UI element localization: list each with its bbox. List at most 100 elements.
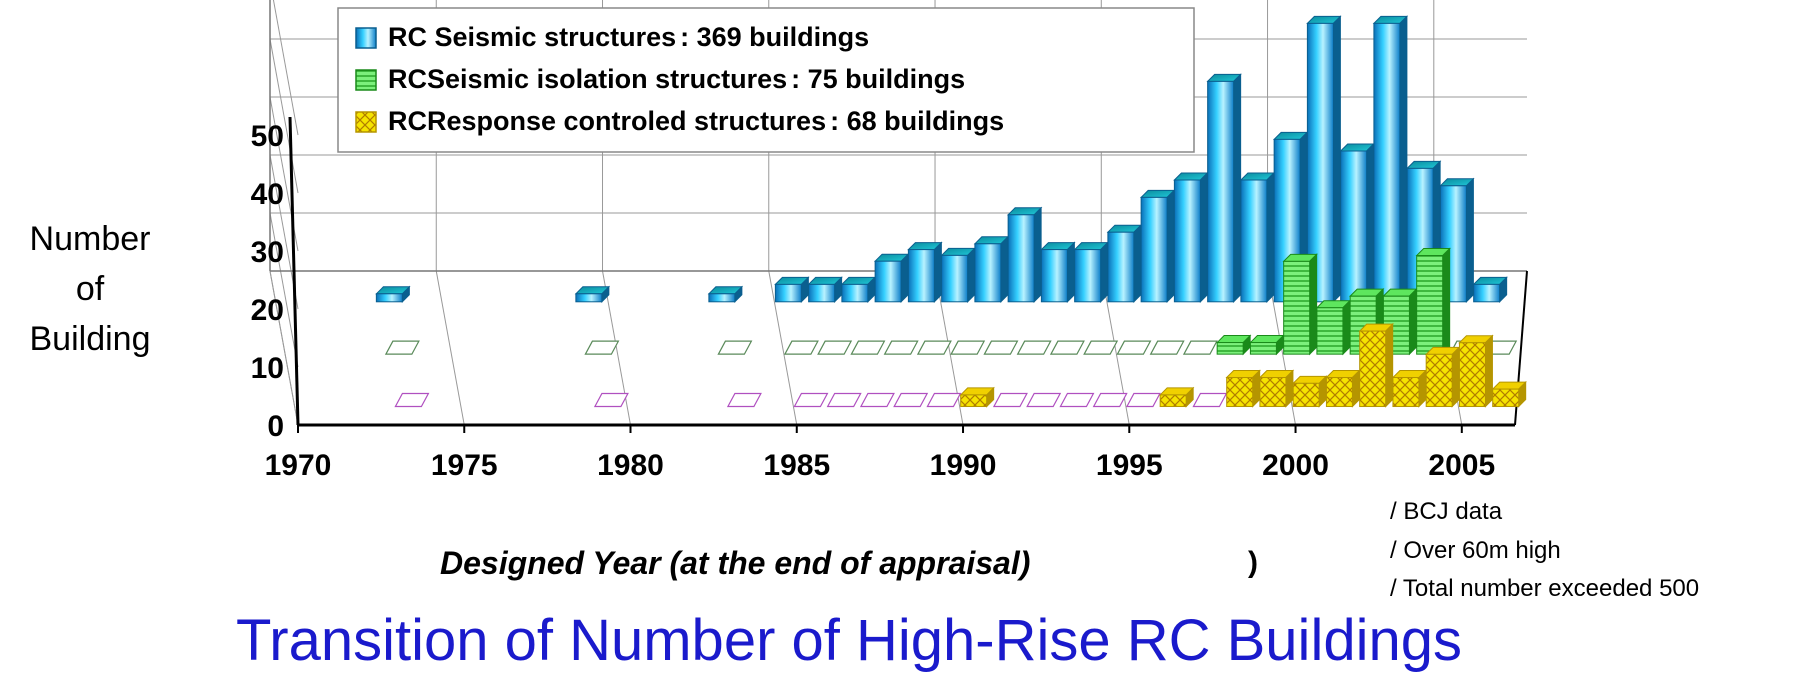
seismic-isolation-bar-empty-marker bbox=[1182, 340, 1218, 355]
seismic-bar bbox=[1439, 177, 1475, 304]
seismic-isolation-bar-empty-marker bbox=[717, 340, 753, 355]
seismic-bar bbox=[1006, 206, 1043, 304]
seismic-isolation-bar-empty-marker bbox=[883, 340, 919, 355]
seismic-bar bbox=[1372, 15, 1409, 304]
seismic-bar-front bbox=[1240, 179, 1268, 303]
seismic-bar bbox=[375, 285, 411, 304]
floor-gridline bbox=[435, 270, 465, 426]
seismic-bar bbox=[1239, 171, 1276, 304]
x-tick-label: 2005 bbox=[1428, 449, 1495, 482]
seismic-bar bbox=[1040, 241, 1076, 304]
seismic-bar-front bbox=[1373, 22, 1401, 303]
response-controlled-bar bbox=[1424, 346, 1461, 408]
response-controlled-bar-empty-marker bbox=[1059, 392, 1095, 408]
response-controlled-bar bbox=[1458, 334, 1494, 408]
seismic-isolation-bar bbox=[1382, 287, 1418, 356]
response-controlled-bar-empty-marker bbox=[1026, 392, 1062, 408]
response-controlled-bar-empty-marker bbox=[593, 392, 629, 408]
response-controlled-bar-front bbox=[960, 394, 988, 408]
seismic-bar bbox=[973, 235, 1010, 304]
seismic-bar-side bbox=[1199, 171, 1208, 304]
seismic-isolation-bar-empty-marker bbox=[783, 340, 819, 355]
seismic-isolation-bar-side bbox=[1342, 299, 1351, 356]
response-controlled-bar-front bbox=[1159, 394, 1187, 408]
legend-swatch bbox=[355, 111, 377, 133]
seismic-bar bbox=[940, 247, 976, 304]
seismic-bar-side bbox=[1066, 241, 1075, 304]
seismic-bar bbox=[1173, 171, 1209, 304]
response-controlled-bar-empty-marker bbox=[859, 392, 895, 408]
response-controlled-bar-empty-marker bbox=[1192, 392, 1228, 408]
seismic-isolation-bar-empty-marker bbox=[1149, 340, 1185, 355]
seismic-isolation-bar bbox=[1215, 334, 1252, 356]
bars bbox=[375, 15, 1527, 408]
seismic-isolation-bar-empty-marker bbox=[1083, 340, 1119, 355]
seismic-bar-front bbox=[774, 283, 802, 303]
seismic-isolation-bar bbox=[1249, 334, 1285, 356]
axes: 1970 1975 1980 1985 1990 1995 2000 2005 0 10 20 30 4… bbox=[251, 116, 1528, 482]
x-tick-label: 1975 bbox=[431, 449, 498, 482]
legend: RC Seismic structures: 369 buildings RCSe… bbox=[337, 7, 1195, 153]
legend-box bbox=[337, 7, 1195, 153]
legend-label: RCResponse controled structures bbox=[388, 106, 826, 136]
response-controlled-bar bbox=[1491, 380, 1527, 408]
x-tick-label: 1995 bbox=[1096, 449, 1163, 482]
response-controlled-bar-empty-marker bbox=[893, 392, 929, 408]
seismic-isolation-bar-side bbox=[1442, 247, 1451, 356]
seismic-bar bbox=[1073, 241, 1109, 304]
seismic-bar bbox=[907, 241, 943, 304]
seismic-bar-side bbox=[1465, 177, 1474, 304]
response-controlled-bar bbox=[1225, 369, 1261, 408]
seismic-bar bbox=[1306, 15, 1342, 304]
response-controlled-bar bbox=[1325, 369, 1361, 408]
response-controlled-bar-front bbox=[1425, 353, 1453, 408]
seismic-bar-side bbox=[1000, 235, 1009, 304]
seismic-bar bbox=[1339, 142, 1375, 304]
seismic-isolation-bar-front bbox=[1416, 255, 1444, 355]
response-controlled-bar-empty-marker bbox=[826, 392, 862, 408]
seismic-bar bbox=[807, 276, 843, 304]
y-axis-label-line-2: of bbox=[75, 270, 105, 308]
response-controlled-bar-front bbox=[1359, 330, 1387, 408]
x-tick-label: 1970 bbox=[265, 449, 332, 482]
response-controlled-bar-empty-marker bbox=[793, 392, 829, 408]
seismic-bar-side bbox=[1366, 142, 1375, 304]
y-tick-label: 20 bbox=[251, 294, 284, 327]
seismic-bar-front bbox=[375, 293, 403, 303]
left-wall-gridline bbox=[269, 212, 299, 368]
response-controlled-bar-front bbox=[1259, 377, 1287, 408]
seismic-bar-front bbox=[1140, 196, 1168, 303]
floor-gridline bbox=[768, 270, 798, 426]
seismic-bar bbox=[840, 276, 877, 304]
response-controlled-bar-empty-marker bbox=[1125, 392, 1161, 408]
seismic-bar-front bbox=[1074, 249, 1102, 303]
x-tick-label: 1980 bbox=[597, 449, 664, 482]
response-controlled-bar bbox=[959, 386, 995, 408]
seismic-isolation-bar-side bbox=[1408, 287, 1417, 356]
legend-item: RCResponse controled structures: 68 buil… bbox=[355, 106, 1004, 136]
left-wall-gridline bbox=[269, 38, 299, 194]
seismic-bar-side bbox=[1133, 223, 1142, 304]
y-tick-label: 0 bbox=[267, 410, 284, 443]
seismic-bar bbox=[1106, 223, 1143, 304]
seismic-bar-front bbox=[1107, 231, 1135, 303]
seismic-bar-front bbox=[808, 283, 836, 303]
seismic-isolation-bar-empty-marker bbox=[916, 340, 952, 355]
y-axis-label-line-3: Building bbox=[29, 320, 151, 358]
seismic-bar-side bbox=[900, 252, 909, 304]
seismic-bar-front bbox=[1207, 80, 1235, 303]
seismic-bar-front bbox=[841, 283, 869, 303]
response-controlled-bar-side bbox=[1418, 369, 1427, 408]
response-controlled-bar-front bbox=[1492, 388, 1520, 408]
seismic-bar bbox=[1139, 189, 1176, 304]
seismic-isolation-bar bbox=[1315, 299, 1352, 356]
response-controlled-bar-empty-marker bbox=[726, 392, 762, 408]
seismic-isolation-bar-empty-marker bbox=[983, 340, 1019, 355]
seismic-bar-side bbox=[1332, 15, 1341, 304]
seismic-bar-front bbox=[708, 293, 736, 303]
seismic-bar-side bbox=[1033, 206, 1042, 304]
seismic-isolation-bar-front bbox=[1316, 307, 1344, 355]
response-controlled-bar bbox=[1258, 369, 1295, 408]
seismic-bar-front bbox=[1007, 214, 1035, 303]
